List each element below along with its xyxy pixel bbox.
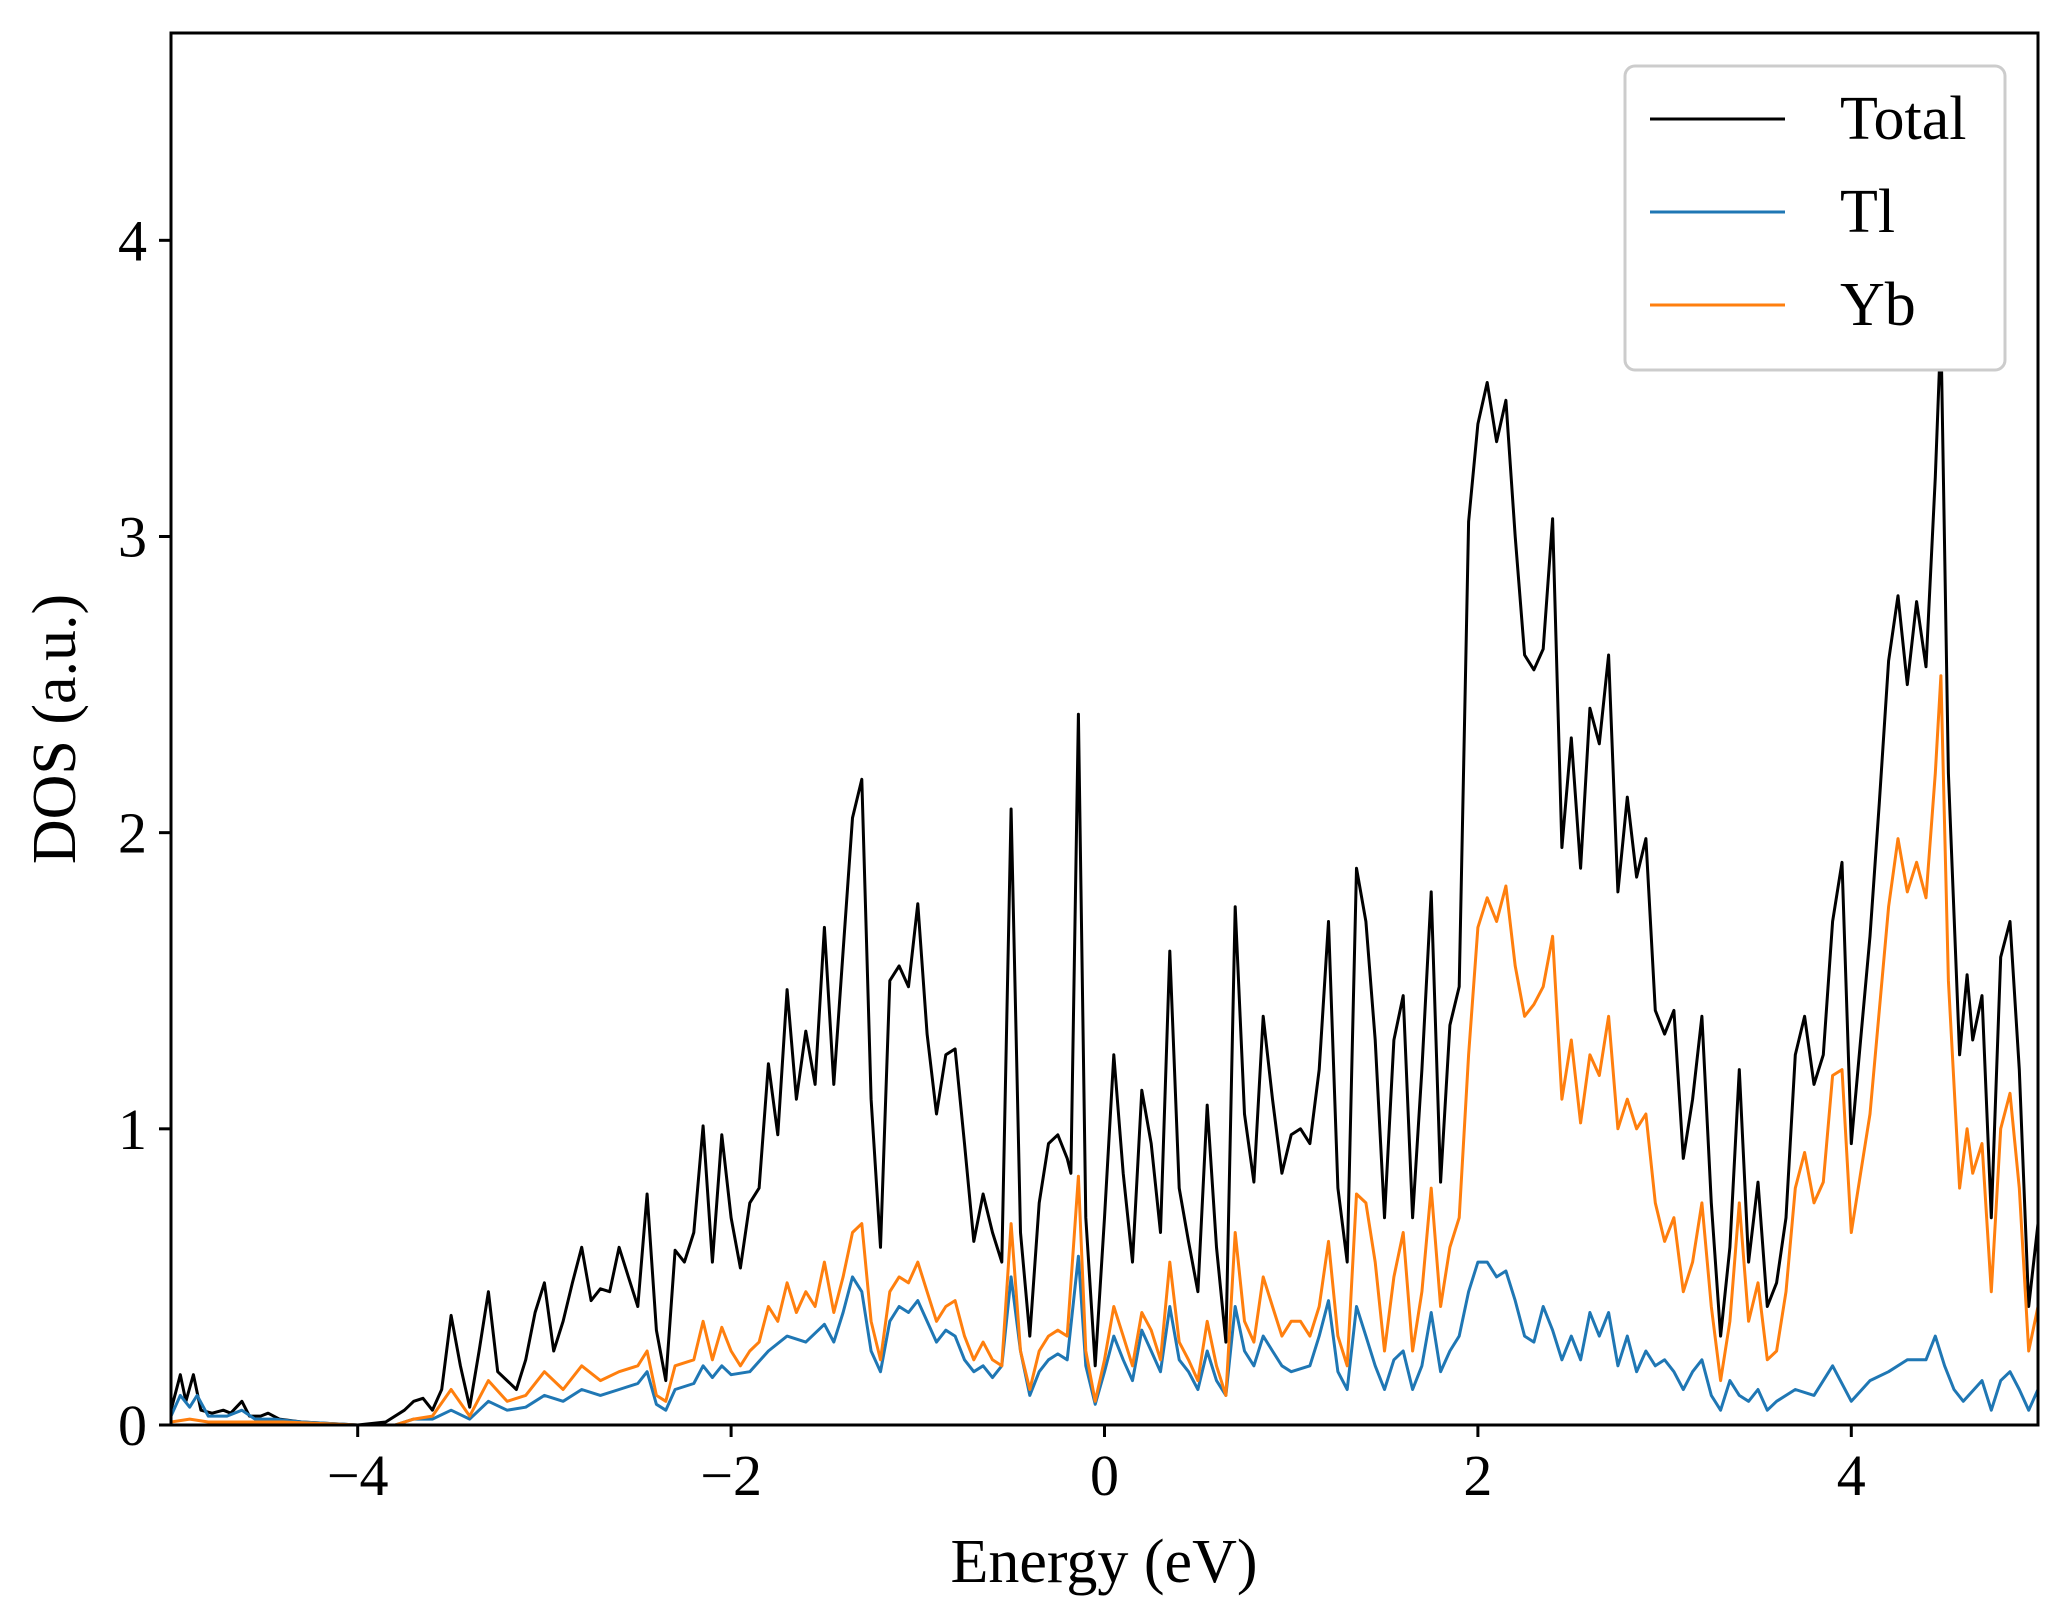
y-tick-label: 0 (118, 1393, 147, 1458)
legend: Total Tl Yb (1623, 64, 2007, 372)
x-axis-title: Energy (eV) (950, 1528, 1257, 1596)
x-tick-label: −2 (700, 1443, 762, 1508)
y-tick-label: 4 (118, 208, 147, 273)
x-tick-label: 0 (1090, 1443, 1119, 1508)
y-axis-title: DOS (a.u.) (21, 594, 89, 864)
legend-box (1623, 64, 2007, 372)
legend-label-tl: Tl (1840, 178, 1895, 246)
y-tick-label: 1 (118, 1097, 147, 1162)
series-line-tl (171, 1254, 2038, 1425)
x-tick-label: 4 (1837, 1443, 1866, 1508)
x-tick-label: 2 (1463, 1443, 1492, 1508)
y-axis: 0 1 2 3 4 (118, 208, 171, 1458)
series-line-total (171, 327, 2038, 1425)
x-axis: −4 −2 0 2 4 (327, 1425, 1866, 1508)
legend-label-total: Total (1840, 85, 1967, 153)
y-tick-label: 3 (118, 504, 147, 569)
y-tick-label: 2 (118, 801, 147, 866)
series-line-yb (171, 674, 2038, 1425)
series-layer (171, 327, 2038, 1425)
legend-label-yb: Yb (1840, 271, 1916, 339)
x-tick-label: −4 (327, 1443, 389, 1508)
